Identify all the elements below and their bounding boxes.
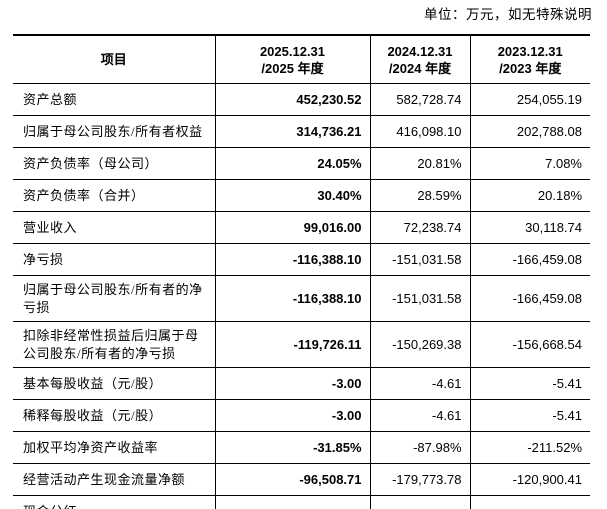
value-cell-2025: -31.85% [215,431,371,464]
value-cell-2025: -119,726.11 [215,321,371,368]
table-row: 净亏损 -116,388.10 -151,031.58 -166,459.08 [13,243,590,276]
value-cell-2024: -87.98% [370,431,471,464]
column-header-2025: 2025.12.31 /2025 年度 [215,35,371,84]
value-cell-2023: -166,459.08 [470,275,590,322]
column-header-2023-year: /2023 年度 [499,60,562,76]
value-cell-2023: 202,788.08 [470,115,590,148]
value-cell-2023: -166,459.08 [470,243,590,276]
header-row: 项目 2025.12.31 /2025 年度 2024.12.31 /2024 … [13,35,590,84]
value-cell-2023: 254,055.19 [470,83,590,116]
value-cell-2024: -4.61 [370,367,471,400]
row-label: 资产总额 [13,83,216,116]
column-header-2024-date: 2024.12.31 [387,43,453,59]
row-label: 扣除非经常性损益后归属于母公司股东/所有者的净亏损 [13,321,216,368]
row-label: 现金分红 [13,495,216,509]
value-cell-2023: - [470,495,590,509]
row-label: 稀释每股收益（元/股） [13,399,216,432]
value-cell-2025: - [215,495,371,509]
table-row: 资产负债率（母公司） 24.05% 20.81% 7.08% [13,147,590,180]
financial-summary-table: 项目 2025.12.31 /2025 年度 2024.12.31 /2024 … [13,34,590,509]
unit-note: 单位：万元，如无特殊说明 [424,7,592,22]
value-cell-2024: - [370,495,471,509]
value-cell-2024: -4.61 [370,399,471,432]
value-cell-2023: -5.41 [470,399,590,432]
value-cell-2025: -116,388.10 [215,275,371,322]
value-cell-2025: 99,016.00 [215,211,371,244]
value-cell-2023: -120,900.41 [470,463,590,496]
row-label: 归属于母公司股东/所有者的净亏损 [13,275,216,322]
value-cell-2025: -3.00 [215,399,371,432]
value-cell-2025: -96,508.71 [215,463,371,496]
value-cell-2024: 28.59% [370,179,471,212]
table-row: 现金分红 - - - [13,495,590,509]
value-cell-2024: -151,031.58 [370,243,471,276]
row-label: 资产负债率（合并） [13,179,216,212]
table-row: 扣除非经常性损益后归属于母公司股东/所有者的净亏损 -119,726.11 -1… [13,321,590,368]
column-header-2025-date: 2025.12.31 [259,43,326,59]
value-cell-2025: 452,230.52 [215,83,371,116]
table-row: 稀释每股收益（元/股） -3.00 -4.61 -5.41 [13,399,590,432]
value-cell-2025: 314,736.21 [215,115,371,148]
table-row: 资产负债率（合并） 30.40% 28.59% 20.18% [13,179,590,212]
row-label: 营业收入 [13,211,216,244]
table-row: 资产总额 452,230.52 582,728.74 254,055.19 [13,83,590,116]
value-cell-2023: 7.08% [470,147,590,180]
value-cell-2023: -5.41 [470,367,590,400]
value-cell-2025: -3.00 [215,367,371,400]
table-row: 归属于母公司股东/所有者的净亏损 -116,388.10 -151,031.58… [13,275,590,322]
column-header-item: 项目 [13,35,216,84]
table-row: 归属于母公司股东/所有者权益 314,736.21 416,098.10 202… [13,115,590,148]
value-cell-2024: 20.81% [370,147,471,180]
value-cell-2025: 24.05% [215,147,371,180]
row-label: 归属于母公司股东/所有者权益 [13,115,216,148]
value-cell-2024: 416,098.10 [370,115,471,148]
column-header-2023: 2023.12.31 /2023 年度 [470,35,590,84]
column-header-2024: 2024.12.31 /2024 年度 [370,35,471,84]
value-cell-2023: -211.52% [470,431,590,464]
value-cell-2024: 72,238.74 [370,211,471,244]
value-cell-2024: -151,031.58 [370,275,471,322]
row-label: 基本每股收益（元/股） [13,367,216,400]
value-cell-2023: 20.18% [470,179,590,212]
value-cell-2024: 582,728.74 [370,83,471,116]
row-label: 经营活动产生现金流量净额 [13,463,216,496]
table-row: 营业收入 99,016.00 72,238.74 30,118.74 [13,211,590,244]
value-cell-2023: -156,668.54 [470,321,590,368]
table-row: 加权平均净资产收益率 -31.85% -87.98% -211.52% [13,431,590,464]
value-cell-2024: -150,269.38 [370,321,471,368]
column-header-2024-year: /2024 年度 [388,60,452,76]
table-row: 基本每股收益（元/股） -3.00 -4.61 -5.41 [13,367,590,400]
row-label: 净亏损 [13,243,216,276]
row-label: 加权平均净资产收益率 [13,431,216,464]
value-cell-2024: -179,773.78 [370,463,471,496]
table-row: 经营活动产生现金流量净额 -96,508.71 -179,773.78 -120… [13,463,590,496]
row-label: 资产负债率（母公司） [13,147,216,180]
value-cell-2025: -116,388.10 [215,243,371,276]
column-header-2023-date: 2023.12.31 [497,43,563,59]
value-cell-2023: 30,118.74 [470,211,590,244]
value-cell-2025: 30.40% [215,179,371,212]
column-header-2025-year: /2025 年度 [261,60,324,76]
